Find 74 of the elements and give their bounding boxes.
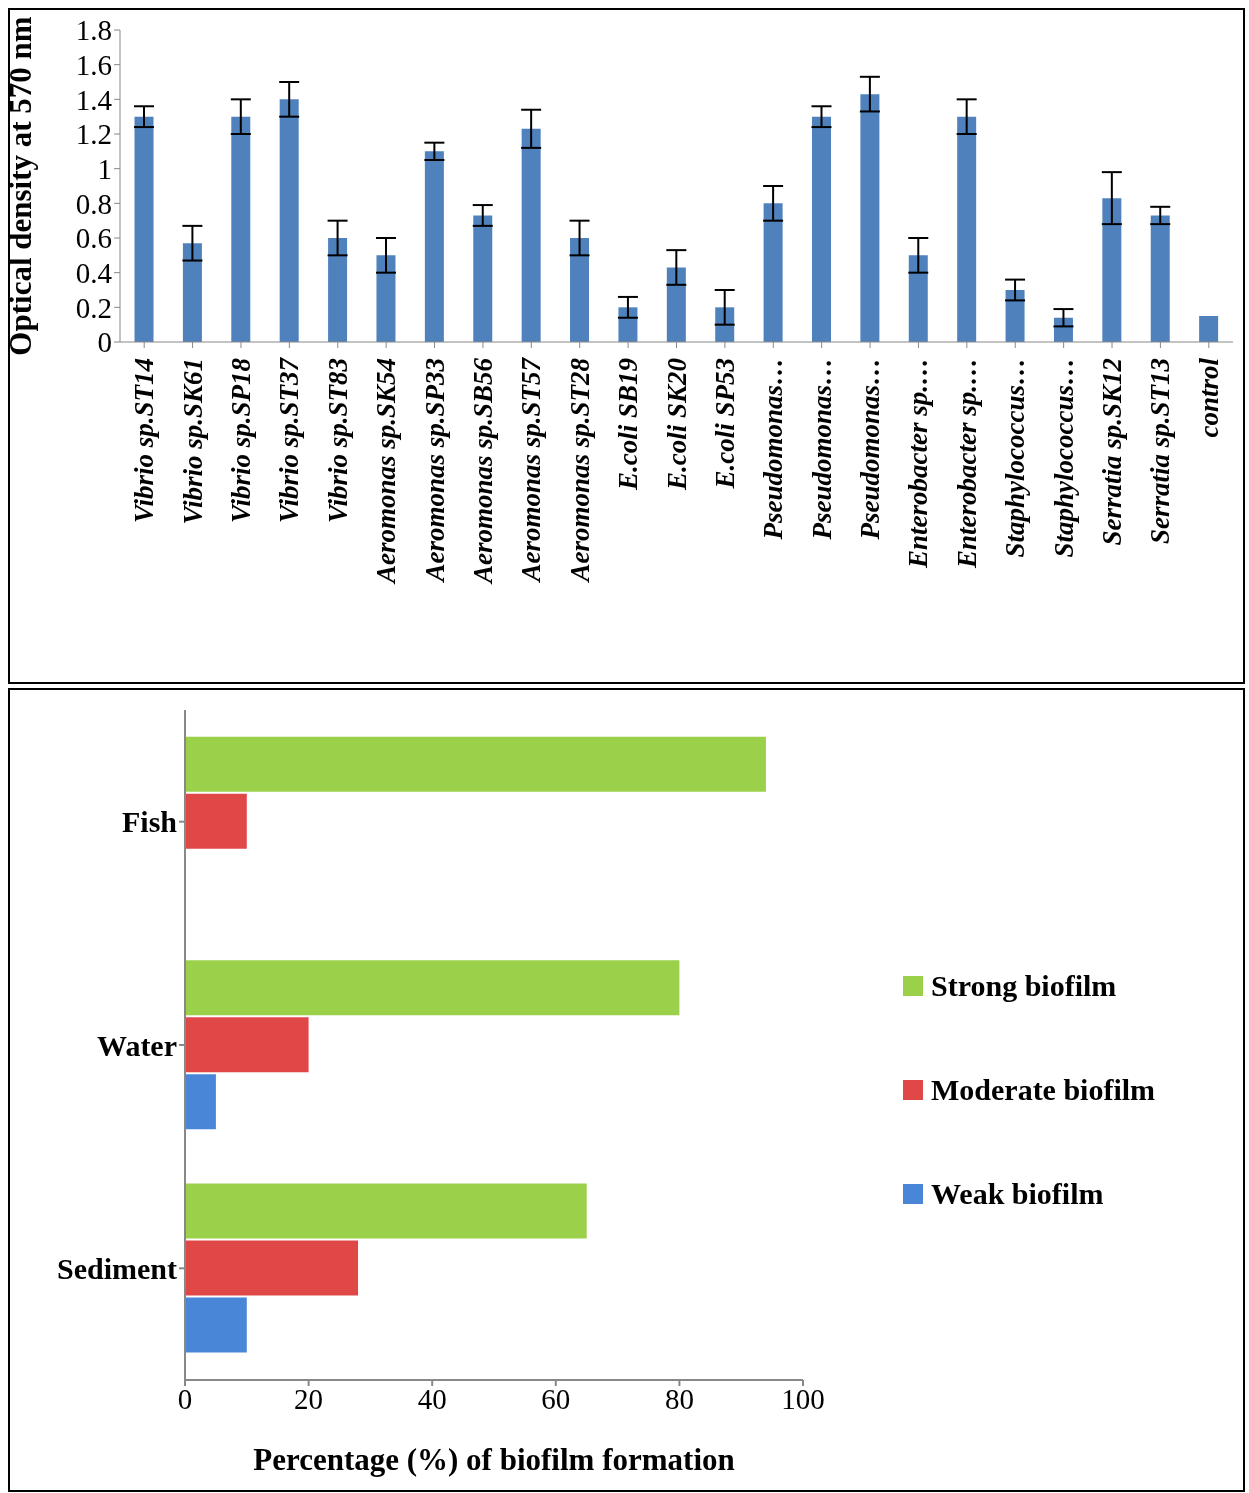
x-tick-label: Enterobacter sp.… <box>951 358 982 570</box>
x-tick-label: Enterobacter sp.… <box>903 358 934 570</box>
x-tick-label: Vibrio sp.ST37 <box>274 356 305 524</box>
x-tick-label: 20 <box>294 1382 324 1415</box>
y-tick-label: 1.6 <box>75 48 112 81</box>
bar <box>328 238 348 342</box>
legend-label: Weak biofilm <box>931 1177 1104 1211</box>
bar <box>1102 198 1122 342</box>
bar <box>231 116 251 342</box>
bar <box>376 255 396 342</box>
bar <box>185 1074 216 1130</box>
y-tick-label: 0.6 <box>75 222 112 255</box>
x-tick-label: 100 <box>781 1382 825 1415</box>
x-tick-label: Vibrio sp.ST83 <box>322 358 353 524</box>
bar <box>182 243 202 342</box>
bar <box>812 116 831 342</box>
bar <box>666 267 686 342</box>
x-tick-label: E.coli SB19 <box>613 357 644 492</box>
bar <box>185 1297 247 1353</box>
bar <box>185 736 766 792</box>
x-tick-label: Serratia sp.SK12 <box>1097 358 1128 546</box>
bar <box>957 116 977 342</box>
x-tick-label: Staphylococcus… <box>1048 358 1079 558</box>
y-tick-label: 0.8 <box>75 187 112 220</box>
bar <box>860 94 880 342</box>
x-tick-label: Serratia sp.ST13 <box>1145 358 1176 545</box>
y-tick-label: 1 <box>97 152 112 185</box>
x-tick-label: 60 <box>541 1382 571 1415</box>
x-tick-label: Vibrio sp.SK61 <box>177 358 208 525</box>
bar <box>134 116 154 342</box>
x-tick-label: Pseudomonas… <box>806 358 837 541</box>
bar <box>279 99 299 342</box>
x-tick-label: Pseudomonas… <box>758 358 789 541</box>
x-tick-label: Pseudomonas… <box>855 358 886 541</box>
y-tick-label: 1.8 <box>75 14 112 47</box>
x-tick-label: Vibrio sp.ST14 <box>129 358 160 524</box>
bar <box>185 1017 309 1073</box>
y-tick-label: 1.4 <box>75 83 113 116</box>
y-tick-label: Water <box>97 1028 177 1062</box>
bar <box>1150 215 1170 342</box>
bar <box>185 960 680 1016</box>
x-tick-label: E.coli SK20 <box>661 357 692 492</box>
legend-label: Strong biofilm <box>931 969 1117 1003</box>
y-tick-label: 0 <box>97 326 112 359</box>
x-axis-title: Percentage (%) of biofilm formation <box>253 1442 735 1477</box>
legend-label: Moderate biofilm <box>931 1073 1156 1107</box>
y-tick-label: 0.2 <box>75 291 112 324</box>
x-tick-label: control <box>1193 357 1224 438</box>
x-tick-label: Aeromonas sp.SK54 <box>371 358 402 586</box>
x-tick-label: 80 <box>664 1382 694 1415</box>
x-tick-label: Aeromonas sp.ST57 <box>516 356 547 584</box>
bar <box>185 1183 587 1239</box>
bar <box>570 238 590 342</box>
y-tick-label: 0.4 <box>75 256 113 289</box>
bar <box>424 151 444 342</box>
bar <box>473 215 493 342</box>
x-tick-label: E.coli SP53 <box>709 358 740 490</box>
y-axis-title: Optical density at 570 nm <box>3 16 39 356</box>
bar <box>521 128 541 342</box>
x-tick-label: Vibrio sp.SP18 <box>225 357 256 524</box>
bar <box>1005 290 1025 342</box>
y-tick-label: Sediment <box>57 1251 178 1285</box>
x-tick-label: Aeromonas sp.SP33 <box>419 358 450 584</box>
y-tick-label: 1.2 <box>75 118 112 151</box>
bar <box>1199 316 1219 342</box>
x-tick-label: Staphylococcus… <box>1000 358 1031 558</box>
bar <box>185 793 247 849</box>
x-tick-label: 40 <box>417 1382 447 1415</box>
y-tick-label: Fish <box>121 805 178 839</box>
x-tick-label: Aeromonas sp.SB56 <box>467 357 498 586</box>
x-tick-label: Aeromonas sp.ST28 <box>564 357 595 584</box>
bar <box>908 255 928 342</box>
bar <box>185 1240 359 1296</box>
bar <box>763 203 783 342</box>
